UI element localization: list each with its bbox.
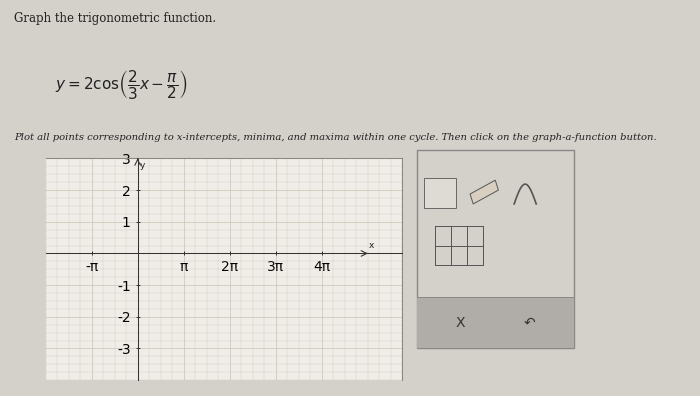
Text: Plot all points corresponding to x-intercepts, minima, and maxima within one cyc: Plot all points corresponding to x-inter… xyxy=(14,133,657,143)
Text: X: X xyxy=(456,316,466,330)
Text: $y = 2\cos\!\left(\dfrac{2}{3}x - \dfrac{\pi}{2}\right)$: $y = 2\cos\!\left(\dfrac{2}{3}x - \dfrac… xyxy=(55,68,187,101)
Text: y: y xyxy=(139,161,145,170)
FancyBboxPatch shape xyxy=(424,178,456,208)
Text: x: x xyxy=(369,241,375,250)
Polygon shape xyxy=(470,180,498,204)
Text: Graph the trigonometric function.: Graph the trigonometric function. xyxy=(14,12,216,25)
Bar xyxy=(416,297,574,348)
Text: ↶: ↶ xyxy=(524,316,536,330)
